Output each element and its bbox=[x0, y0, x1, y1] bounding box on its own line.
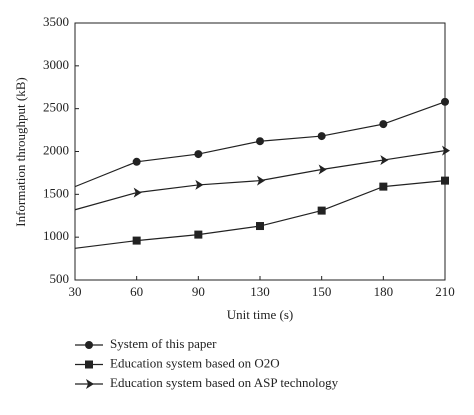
point-marker bbox=[194, 230, 203, 239]
point-marker bbox=[317, 132, 326, 141]
x-axis-label: Unit time (s) bbox=[227, 307, 293, 322]
y-tick-label: 2500 bbox=[43, 100, 69, 115]
x-tick-label: 60 bbox=[130, 284, 143, 299]
x-tick-label: 150 bbox=[312, 284, 332, 299]
x-tick-label: 210 bbox=[435, 284, 455, 299]
point-marker bbox=[195, 179, 204, 190]
point-marker bbox=[318, 164, 327, 175]
point-marker bbox=[379, 120, 388, 129]
point-marker bbox=[256, 137, 264, 146]
point-marker bbox=[380, 155, 389, 166]
point-marker bbox=[194, 150, 203, 159]
point-marker bbox=[441, 176, 449, 185]
legend-label: Education system based on O2O bbox=[110, 355, 280, 370]
point-marker bbox=[132, 157, 141, 166]
y-tick-label: 2000 bbox=[43, 142, 69, 157]
legend-marker bbox=[86, 379, 94, 389]
y-tick-label: 1000 bbox=[43, 228, 69, 243]
x-tick-label: 90 bbox=[192, 284, 205, 299]
y-tick-label: 3500 bbox=[43, 14, 69, 29]
x-tick-label: 130 bbox=[250, 284, 270, 299]
series-line bbox=[74, 180, 446, 249]
point-marker bbox=[132, 236, 141, 245]
point-marker bbox=[256, 222, 264, 231]
point-marker bbox=[441, 97, 449, 106]
y-tick-label: 500 bbox=[50, 271, 70, 286]
legend-label: System of this paper bbox=[110, 336, 217, 351]
legend-marker bbox=[85, 360, 93, 369]
point-marker bbox=[379, 182, 388, 191]
legend-label: Education system based on ASP technology bbox=[110, 375, 339, 390]
y-axis-label: Information throughput (kB) bbox=[13, 77, 28, 226]
legend-marker bbox=[85, 341, 93, 349]
x-tick-label: 180 bbox=[374, 284, 394, 299]
y-tick-label: 3000 bbox=[43, 57, 69, 72]
x-tick-label: 30 bbox=[69, 284, 82, 299]
point-marker bbox=[133, 187, 142, 198]
point-marker bbox=[442, 145, 450, 156]
y-tick-label: 1500 bbox=[43, 185, 69, 200]
point-marker bbox=[257, 175, 265, 186]
point-marker bbox=[317, 206, 326, 215]
